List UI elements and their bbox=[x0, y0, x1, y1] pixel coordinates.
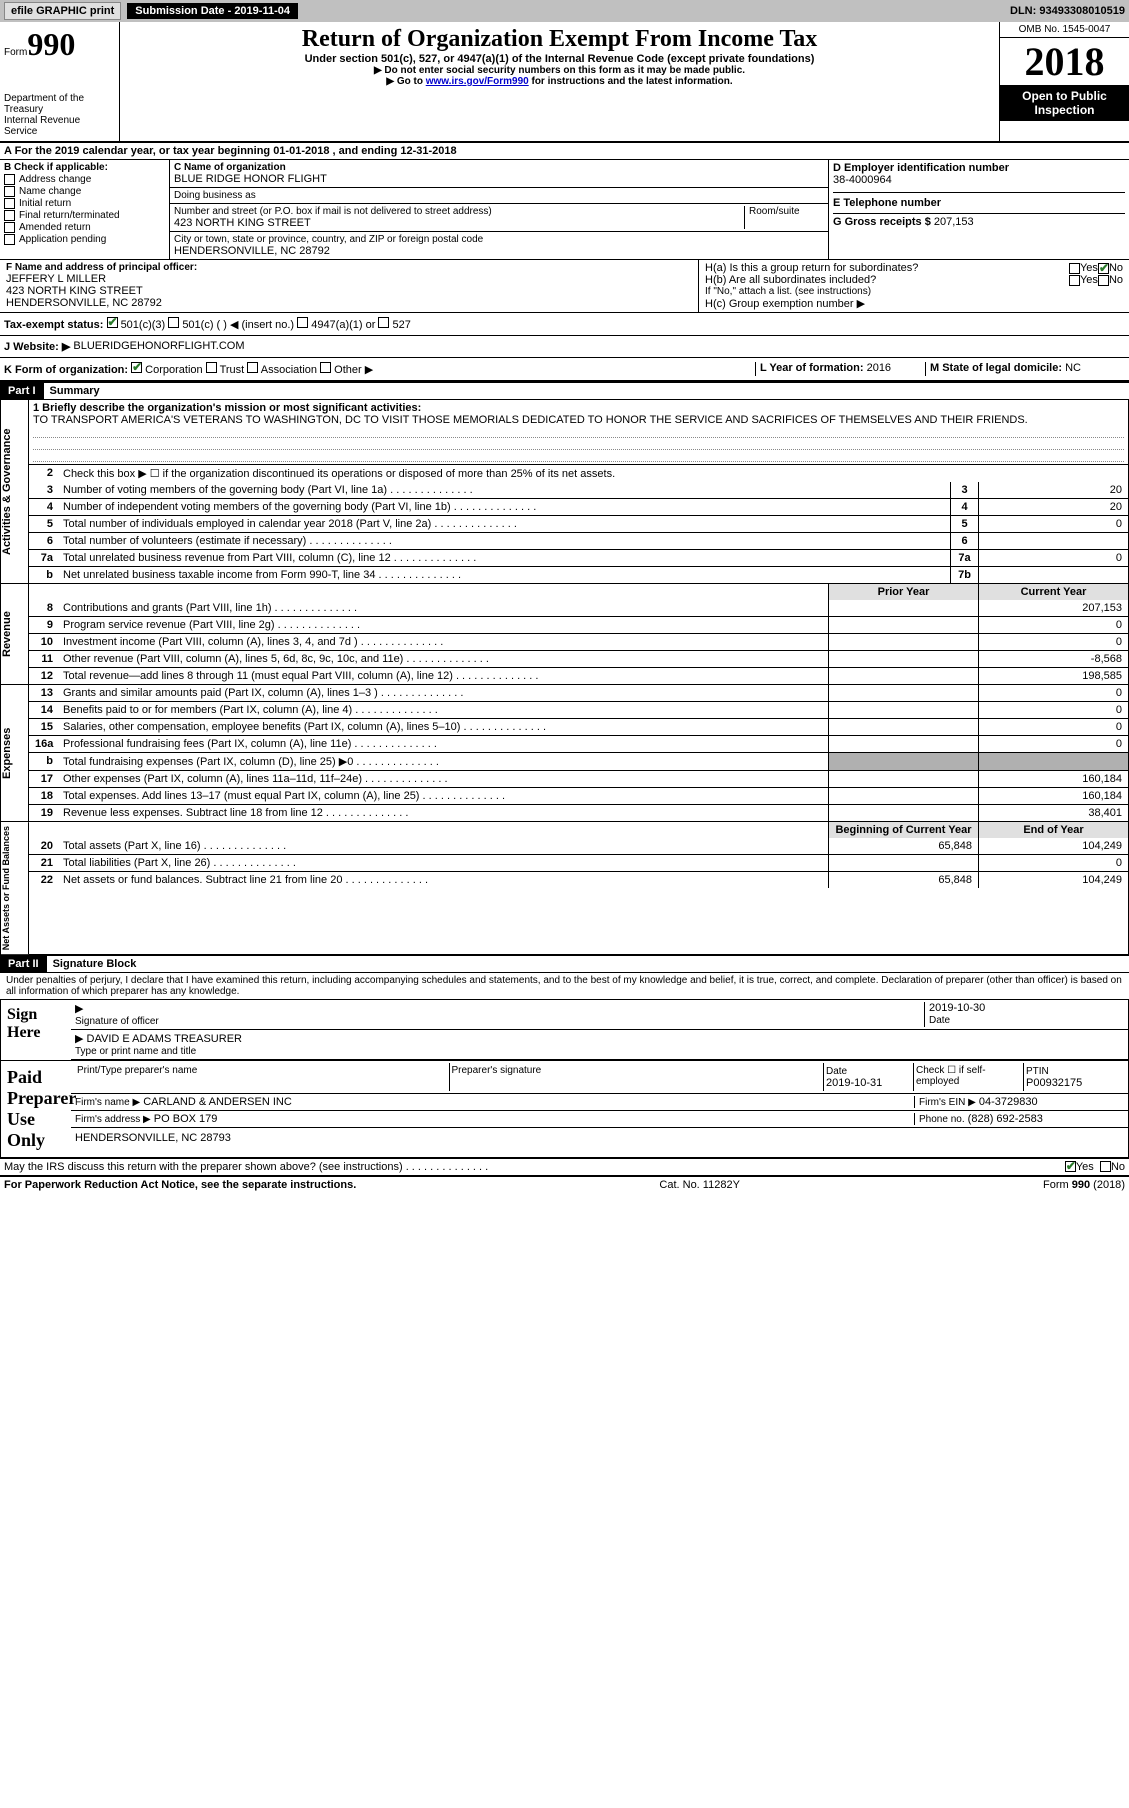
vtab-na: Net Assets or Fund Balances bbox=[1, 822, 29, 954]
vtab-ag: Activities & Governance bbox=[1, 400, 29, 583]
table-row: 5Total number of individuals employed in… bbox=[29, 515, 1128, 532]
omb-number: OMB No. 1545-0047 bbox=[1000, 22, 1129, 38]
firm-phone: (828) 692-2583 bbox=[968, 1113, 1043, 1125]
part2-header: Part IISignature Block bbox=[0, 955, 1129, 973]
form-subtitle: Under section 501(c), 527, or 4947(a)(1)… bbox=[124, 53, 995, 65]
row-j: J Website: ▶ BLUERIDGEHONORFLIGHT.COM bbox=[0, 336, 1129, 358]
revenue-section: Revenue Prior YearCurrent Year 8Contribu… bbox=[0, 584, 1129, 685]
table-row: 12Total revenue—add lines 8 through 11 (… bbox=[29, 667, 1128, 684]
may-irs-yes bbox=[1065, 1161, 1076, 1172]
row-klm: K Form of organization: Corporation Trus… bbox=[0, 358, 1129, 382]
corp-check bbox=[131, 362, 142, 373]
firm-addr1: PO BOX 179 bbox=[154, 1113, 218, 1125]
note-ssn: ▶ Do not enter social security numbers o… bbox=[124, 65, 995, 76]
table-row: bNet unrelated business taxable income f… bbox=[29, 566, 1128, 583]
domicile: NC bbox=[1065, 362, 1081, 374]
officer-print-name: DAVID E ADAMS TREASURER bbox=[87, 1033, 242, 1045]
table-row: 15Salaries, other compensation, employee… bbox=[29, 718, 1128, 735]
tax-year: 2018 bbox=[1000, 38, 1129, 85]
table-row: 14Benefits paid to or for members (Part … bbox=[29, 701, 1128, 718]
org-name: BLUE RIDGE HONOR FLIGHT bbox=[174, 173, 824, 185]
paid-preparer-label: Paid Preparer Use Only bbox=[1, 1061, 71, 1157]
form-number: 990 bbox=[27, 26, 75, 62]
line-a: A For the 2019 calendar year, or tax yea… bbox=[0, 143, 1129, 160]
entity-info-row: B Check if applicable: Address change Na… bbox=[0, 160, 1129, 260]
firm-ein: 04-3729830 bbox=[979, 1096, 1038, 1108]
part1-header: Part ISummary bbox=[0, 382, 1129, 400]
box-c: C Name of organization BLUE RIDGE HONOR … bbox=[170, 160, 829, 259]
declaration: Under penalties of perjury, I declare th… bbox=[0, 973, 1129, 999]
table-row: 7aTotal unrelated business revenue from … bbox=[29, 549, 1128, 566]
table-row: 20Total assets (Part X, line 16)65,84810… bbox=[29, 838, 1128, 854]
signature-block: Sign Here ▶Signature of officer 2019-10-… bbox=[0, 999, 1129, 1158]
ptin: P00932175 bbox=[1026, 1077, 1082, 1089]
row-ij: Tax-exempt status: 501(c)(3) 501(c) ( ) … bbox=[0, 313, 1129, 336]
form-title: Return of Organization Exempt From Incom… bbox=[124, 26, 995, 53]
officer-city: HENDERSONVILLE, NC 28792 bbox=[6, 297, 692, 309]
table-row: 21Total liabilities (Part X, line 26)0 bbox=[29, 854, 1128, 871]
efile-label[interactable]: efile GRAPHIC print bbox=[4, 2, 121, 20]
table-row: 3Number of voting members of the governi… bbox=[29, 482, 1128, 498]
vtab-exp: Expenses bbox=[1, 685, 29, 821]
dept-label: Department of the Treasury bbox=[4, 93, 115, 115]
city-state-zip: HENDERSONVILLE, NC 28792 bbox=[174, 245, 824, 257]
top-toolbar: efile GRAPHIC print Submission Date - 20… bbox=[0, 0, 1129, 22]
table-row: 8Contributions and grants (Part VIII, li… bbox=[29, 600, 1128, 616]
table-row: 9Program service revenue (Part VIII, lin… bbox=[29, 616, 1128, 633]
501c3-check bbox=[107, 317, 118, 328]
open-to-public: Open to Public Inspection bbox=[1000, 85, 1129, 121]
irs-label: Internal Revenue Service bbox=[4, 115, 115, 137]
firm-name: CARLAND & ANDERSEN INC bbox=[143, 1096, 292, 1108]
officer-addr: 423 NORTH KING STREET bbox=[6, 285, 692, 297]
website: BLUERIDGEHONORFLIGHT.COM bbox=[73, 340, 244, 353]
table-row: 10Investment income (Part VIII, column (… bbox=[29, 633, 1128, 650]
officer-name: JEFFERY L MILLER bbox=[6, 273, 692, 285]
form-header: Form990 Department of the Treasury Inter… bbox=[0, 22, 1129, 143]
table-row: 17Other expenses (Part IX, column (A), l… bbox=[29, 770, 1128, 787]
mission-text: TO TRANSPORT AMERICA'S VETERANS TO WASHI… bbox=[33, 414, 1124, 426]
note-goto: ▶ Go to www.irs.gov/Form990 for instruct… bbox=[124, 76, 995, 87]
may-irs-row: May the IRS discuss this return with the… bbox=[0, 1158, 1129, 1176]
irs-link[interactable]: www.irs.gov/Form990 bbox=[426, 76, 529, 87]
prep-date: 2019-10-31 bbox=[826, 1077, 882, 1089]
page-footer: For Paperwork Reduction Act Notice, see … bbox=[0, 1176, 1129, 1193]
table-row: 18Total expenses. Add lines 13–17 (must … bbox=[29, 787, 1128, 804]
activities-governance: Activities & Governance 1 Briefly descri… bbox=[0, 400, 1129, 584]
submission-date: Submission Date - 2019-11-04 bbox=[127, 3, 298, 19]
year-formation: 2016 bbox=[867, 362, 891, 374]
dln-label: DLN: 93493308010519 bbox=[1010, 5, 1125, 17]
table-row: 19Revenue less expenses. Subtract line 1… bbox=[29, 804, 1128, 821]
table-row: 6Total number of volunteers (estimate if… bbox=[29, 532, 1128, 549]
net-assets-section: Net Assets or Fund Balances Beginning of… bbox=[0, 822, 1129, 955]
gross-receipts: 207,153 bbox=[934, 216, 974, 228]
table-row: 11Other revenue (Part VIII, column (A), … bbox=[29, 650, 1128, 667]
expenses-section: Expenses 13Grants and similar amounts pa… bbox=[0, 685, 1129, 822]
sig-date: 2019-10-30 bbox=[929, 1002, 985, 1014]
officer-h-row: F Name and address of principal officer:… bbox=[0, 260, 1129, 313]
ha-no-check bbox=[1098, 263, 1109, 274]
firm-addr2: HENDERSONVILLE, NC 28793 bbox=[71, 1128, 1128, 1148]
box-b: B Check if applicable: Address change Na… bbox=[0, 160, 170, 259]
table-row: 16aProfessional fundraising fees (Part I… bbox=[29, 735, 1128, 752]
form-label: Form bbox=[4, 47, 27, 58]
table-row: 4Number of independent voting members of… bbox=[29, 498, 1128, 515]
vtab-rev: Revenue bbox=[1, 584, 29, 684]
street-address: 423 NORTH KING STREET bbox=[174, 217, 744, 229]
table-row: 13Grants and similar amounts paid (Part … bbox=[29, 685, 1128, 701]
table-row: 22Net assets or fund balances. Subtract … bbox=[29, 871, 1128, 888]
ein: 38-4000964 bbox=[833, 174, 1125, 186]
box-de: D Employer identification number 38-4000… bbox=[829, 160, 1129, 259]
sign-here-label: Sign Here bbox=[1, 1000, 71, 1060]
table-row: bTotal fundraising expenses (Part IX, co… bbox=[29, 752, 1128, 770]
